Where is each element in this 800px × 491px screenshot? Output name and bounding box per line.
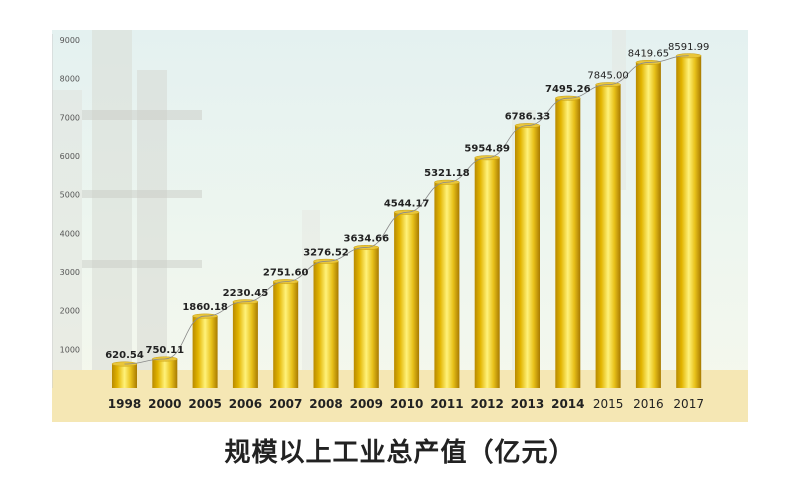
data-label: 5321.18 bbox=[424, 168, 470, 179]
chart-title: 规模以上工业总产值（亿元） bbox=[224, 438, 576, 468]
bar bbox=[394, 212, 420, 388]
data-label: 8419.65 bbox=[628, 48, 669, 59]
bar bbox=[232, 301, 258, 388]
x-tick-label: 2012 bbox=[470, 397, 503, 411]
x-tick-label: 2000 bbox=[148, 397, 181, 411]
y-tick-label: 2000 bbox=[60, 307, 80, 316]
x-tick-label: 2009 bbox=[350, 397, 383, 411]
data-label: 3634.66 bbox=[344, 233, 390, 244]
y-tick-label: 5000 bbox=[60, 191, 80, 200]
x-tick-label: 2017 bbox=[673, 397, 704, 411]
y-tick-label: 1000 bbox=[60, 345, 80, 354]
bar bbox=[555, 98, 581, 388]
data-label: 5954.89 bbox=[464, 144, 510, 155]
bar bbox=[474, 157, 500, 388]
bar bbox=[353, 247, 379, 388]
bar bbox=[515, 125, 540, 388]
x-tick-label: 2010 bbox=[390, 397, 423, 411]
data-label: 6786.33 bbox=[505, 112, 551, 123]
bar bbox=[676, 55, 702, 388]
trend-curve bbox=[124, 55, 689, 365]
x-axis: 1998 2000 2005 2006 2007 2008 2009 2010 2011 2012… bbox=[108, 397, 704, 411]
x-tick-label: 2011 bbox=[430, 397, 463, 411]
data-label: 620.54 bbox=[105, 350, 144, 361]
data-label: 7845.00 bbox=[587, 71, 628, 82]
bar bbox=[112, 364, 137, 388]
y-axis: 1000 2000 3000 4000 5000 6000 7000 8000 9000 bbox=[52, 34, 80, 388]
bar-chart: 1000 2000 3000 4000 5000 6000 7000 8000 9000 620… bbox=[52, 34, 709, 411]
data-label: 7495.26 bbox=[545, 84, 591, 95]
data-label: 8591.99 bbox=[668, 42, 709, 53]
x-tick-label: 2014 bbox=[551, 397, 584, 411]
y-tick-label: 6000 bbox=[60, 152, 80, 161]
chart-area: 1000 2000 3000 4000 5000 6000 7000 8000 9000 620… bbox=[52, 30, 748, 422]
x-tick-label: 2016 bbox=[633, 397, 664, 411]
x-tick-label: 2008 bbox=[309, 397, 342, 411]
bars bbox=[111, 53, 702, 389]
bar bbox=[313, 261, 339, 388]
bar bbox=[635, 62, 661, 389]
data-label: 1860.18 bbox=[182, 302, 228, 313]
x-tick-label: 2005 bbox=[188, 397, 221, 411]
data-label: 4544.17 bbox=[384, 198, 430, 209]
bar bbox=[152, 358, 178, 388]
y-tick-label: 9000 bbox=[60, 36, 80, 45]
x-tick-label: 1998 bbox=[108, 397, 141, 411]
data-label: 750.11 bbox=[146, 345, 185, 356]
bar bbox=[595, 84, 621, 388]
data-label: 2751.60 bbox=[263, 268, 309, 279]
bar bbox=[434, 182, 460, 388]
y-tick-label: 4000 bbox=[60, 229, 80, 238]
bar bbox=[273, 281, 299, 388]
data-label: 2230.45 bbox=[223, 288, 269, 299]
x-tick-label: 2007 bbox=[269, 397, 302, 411]
x-tick-label: 2013 bbox=[511, 397, 544, 411]
trend-line bbox=[124, 55, 689, 365]
y-tick-label: 7000 bbox=[60, 113, 80, 122]
x-tick-label: 2015 bbox=[593, 397, 624, 411]
y-tick-label: 8000 bbox=[60, 75, 80, 84]
data-label: 3276.52 bbox=[303, 247, 349, 258]
x-tick-label: 2006 bbox=[229, 397, 262, 411]
data-labels: 620.54 750.11 1860.18 2230.45 2751.60 3276.52… bbox=[105, 42, 709, 361]
bar bbox=[192, 316, 218, 388]
y-tick-label: 3000 bbox=[60, 268, 80, 277]
